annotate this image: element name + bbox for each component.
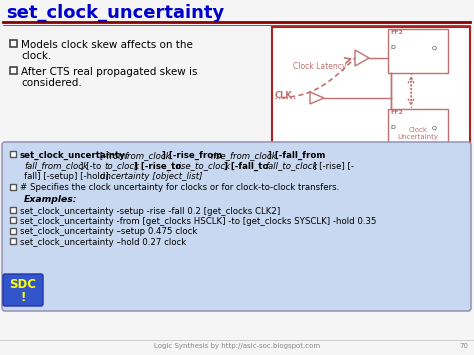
Text: Examples:: Examples: bbox=[24, 195, 78, 204]
Text: SDC: SDC bbox=[9, 278, 36, 291]
Text: Models clock skew affects on the: Models clock skew affects on the bbox=[21, 40, 193, 50]
Text: ] [-fall_from: ] [-fall_from bbox=[268, 151, 325, 160]
Text: considered.: considered. bbox=[21, 78, 82, 88]
Text: clock.: clock. bbox=[21, 51, 51, 61]
Text: rise_to_clock: rise_to_clock bbox=[176, 162, 231, 170]
Text: D: D bbox=[390, 125, 395, 130]
Text: from_clock: from_clock bbox=[124, 151, 171, 160]
Text: FF2: FF2 bbox=[390, 30, 403, 35]
Bar bbox=[10, 40, 17, 47]
Polygon shape bbox=[310, 92, 324, 104]
Text: set_clock_uncertainty: set_clock_uncertainty bbox=[20, 151, 126, 160]
Text: CLK: CLK bbox=[275, 91, 293, 100]
Bar bbox=[10, 228, 16, 234]
Text: # Specifies the clock uncertainty for clocks or for clock-to-clock transfers.: # Specifies the clock uncertainty for cl… bbox=[20, 184, 339, 192]
Text: set_clock_uncertainty -from [get_clocks HSCLK] -to [get_clocks SYSCLK] -hold 0.3: set_clock_uncertainty -from [get_clocks … bbox=[20, 217, 376, 226]
Bar bbox=[272, 27, 470, 155]
Bar bbox=[10, 151, 16, 157]
Text: ] [-rise_from: ] [-rise_from bbox=[162, 151, 225, 160]
Text: fall_to_clock: fall_to_clock bbox=[265, 162, 318, 170]
Text: fall_from_clock: fall_from_clock bbox=[24, 162, 88, 170]
Text: ] [-rise] [-: ] [-rise] [- bbox=[313, 162, 354, 170]
Text: set_clock_uncertainty -setup -rise -fall 0.2 [get_clocks CLK2]: set_clock_uncertainty -setup -rise -fall… bbox=[20, 207, 280, 215]
Text: set_clock_uncertainty –hold 0.27 clock: set_clock_uncertainty –hold 0.27 clock bbox=[20, 238, 186, 247]
Text: Q: Q bbox=[432, 125, 437, 130]
Bar bbox=[10, 184, 16, 190]
Text: D: D bbox=[390, 45, 395, 50]
Text: Q: Q bbox=[432, 45, 437, 50]
Bar bbox=[10, 207, 16, 213]
FancyBboxPatch shape bbox=[2, 142, 471, 311]
Text: Clock
Uncertainty: Clock Uncertainty bbox=[398, 127, 438, 141]
Bar bbox=[10, 238, 16, 244]
Bar bbox=[10, 67, 17, 74]
Text: rise_from_clock: rise_from_clock bbox=[211, 151, 278, 160]
Text: After CTS real propagated skew is: After CTS real propagated skew is bbox=[21, 67, 198, 77]
Text: 70: 70 bbox=[459, 343, 468, 349]
Text: ] [-to: ] [-to bbox=[80, 162, 104, 170]
Polygon shape bbox=[355, 50, 369, 66]
Text: FF2: FF2 bbox=[390, 110, 403, 115]
Text: uncertainty [object_list]: uncertainty [object_list] bbox=[100, 172, 202, 181]
Text: ] [-fall_to: ] [-fall_to bbox=[224, 162, 272, 171]
Text: !: ! bbox=[20, 291, 26, 304]
Bar bbox=[10, 217, 16, 223]
Text: set_clock_uncertainty –setup 0.475 clock: set_clock_uncertainty –setup 0.475 clock bbox=[20, 228, 197, 236]
Text: to_clock: to_clock bbox=[104, 162, 139, 170]
Text: Clock Latency: Clock Latency bbox=[293, 62, 346, 71]
Text: [-from: [-from bbox=[97, 151, 129, 160]
Bar bbox=[388, 29, 448, 73]
Bar bbox=[388, 109, 448, 153]
Text: ] [-rise_to: ] [-rise_to bbox=[134, 162, 184, 171]
Text: Logic Synthesis by http://asic-soc.blogspot.com: Logic Synthesis by http://asic-soc.blogs… bbox=[154, 343, 320, 349]
FancyBboxPatch shape bbox=[3, 274, 43, 306]
Text: fall] [-setup] [-hold]: fall] [-setup] [-hold] bbox=[24, 172, 111, 181]
Text: set_clock_uncertainty: set_clock_uncertainty bbox=[6, 4, 224, 22]
